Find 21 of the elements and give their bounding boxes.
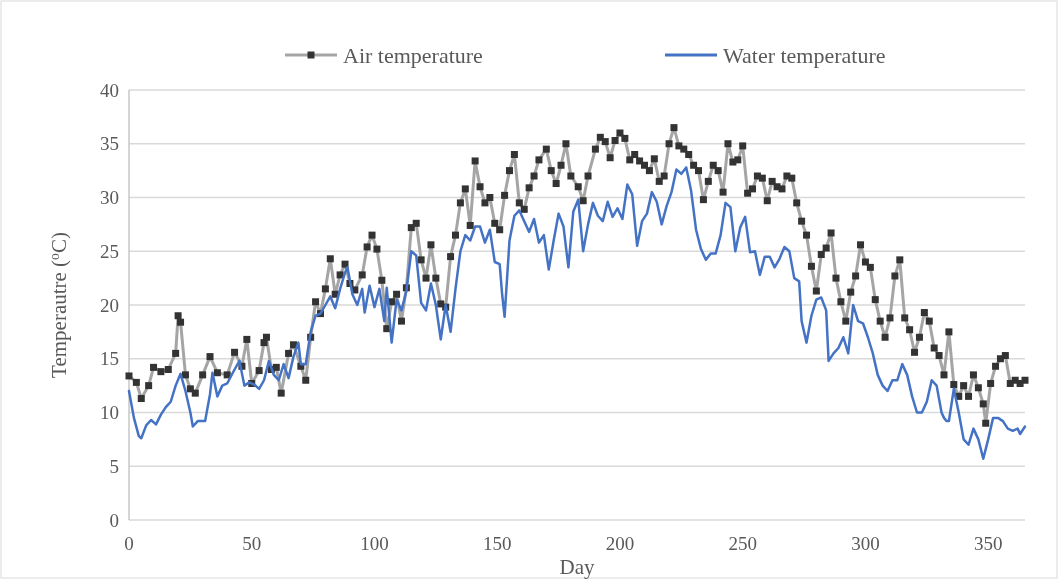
x-axis-title: Day [559, 555, 595, 579]
legend-label: Air temperature [343, 42, 483, 68]
x-tick-label: 250 [728, 533, 757, 554]
y-tick-label: 30 [100, 187, 119, 209]
x-tick-label: 50 [242, 533, 262, 554]
y-tick-label: 0 [109, 509, 119, 531]
x-tick-label: 200 [605, 533, 635, 554]
x-tick-label: 100 [360, 533, 389, 554]
y-tick-label: 35 [100, 133, 119, 155]
x-tick-label: 300 [851, 533, 880, 554]
x-tick-label: 150 [482, 533, 512, 554]
y-tick-label: 5 [109, 455, 119, 477]
line-series [127, 166, 1027, 460]
x-tick-label: 350 [973, 533, 1003, 554]
y-tick-label: 15 [100, 348, 119, 370]
y-tick-label: 10 [100, 402, 119, 424]
y-tick-label: 25 [100, 240, 119, 262]
y-tick-label: 40 [100, 79, 119, 101]
x-tick-label: 0 [124, 533, 134, 554]
y-tick-label: 20 [100, 294, 119, 316]
legend-label: Water temperature [723, 42, 886, 68]
